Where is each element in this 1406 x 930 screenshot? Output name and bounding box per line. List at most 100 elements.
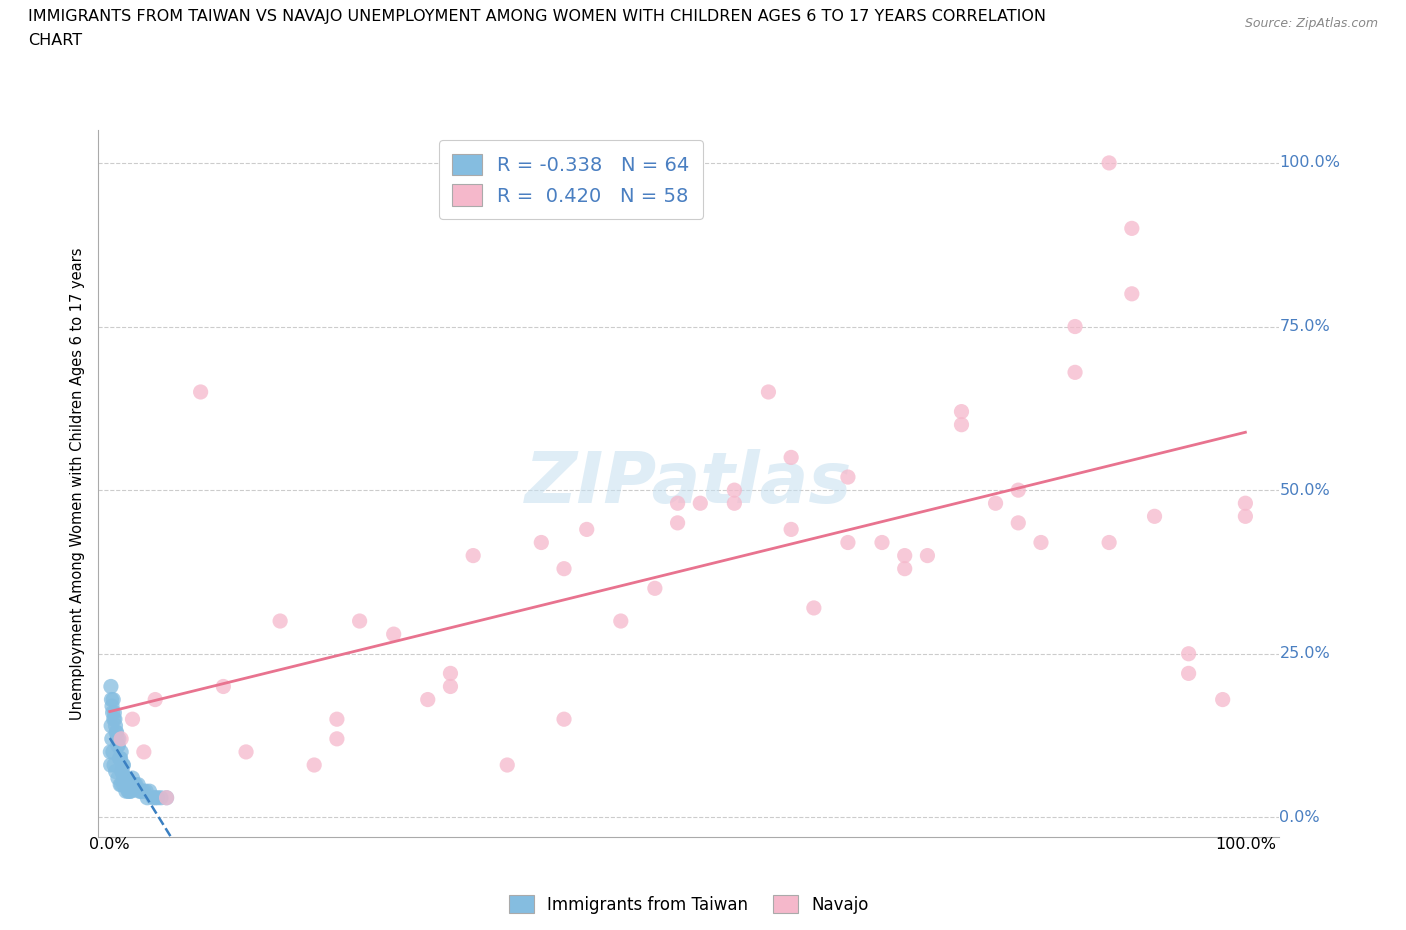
Point bbox=[1007, 483, 1029, 498]
Text: ZIPatlas: ZIPatlas bbox=[526, 449, 852, 518]
Point bbox=[110, 745, 132, 760]
Text: 0.0%: 0.0% bbox=[1279, 810, 1320, 825]
Point bbox=[302, 758, 325, 773]
Point bbox=[131, 784, 153, 799]
Point bbox=[125, 777, 148, 792]
Text: 25.0%: 25.0% bbox=[1279, 646, 1330, 661]
Point bbox=[155, 790, 177, 805]
Point bbox=[984, 496, 1007, 511]
Point bbox=[666, 496, 689, 511]
Point bbox=[553, 711, 575, 726]
Point bbox=[1098, 155, 1121, 170]
Point bbox=[780, 522, 803, 537]
Point bbox=[496, 758, 519, 773]
Point bbox=[108, 751, 131, 766]
Point bbox=[104, 718, 127, 733]
Point bbox=[107, 737, 129, 752]
Point bbox=[108, 731, 131, 746]
Text: IMMIGRANTS FROM TAIWAN VS NAVAJO UNEMPLOYMENT AMONG WOMEN WITH CHILDREN AGES 6 T: IMMIGRANTS FROM TAIWAN VS NAVAJO UNEMPLO… bbox=[28, 9, 1046, 24]
Point bbox=[100, 692, 122, 707]
Point bbox=[132, 784, 155, 799]
Point bbox=[190, 384, 212, 399]
Point bbox=[101, 731, 124, 746]
Point bbox=[124, 777, 146, 792]
Point bbox=[121, 771, 143, 786]
Point bbox=[115, 771, 138, 786]
Point bbox=[112, 777, 135, 792]
Point bbox=[530, 535, 553, 550]
Point bbox=[143, 692, 166, 707]
Point bbox=[689, 496, 711, 511]
Point bbox=[111, 764, 134, 779]
Point bbox=[104, 711, 127, 726]
Point bbox=[893, 548, 915, 563]
Point bbox=[111, 764, 134, 779]
Point bbox=[155, 790, 177, 805]
Point bbox=[349, 614, 371, 629]
Point bbox=[120, 784, 142, 799]
Point bbox=[110, 731, 132, 746]
Point bbox=[108, 751, 131, 766]
Point bbox=[1098, 535, 1121, 550]
Point bbox=[100, 679, 122, 694]
Point bbox=[1212, 692, 1234, 707]
Point bbox=[115, 784, 138, 799]
Point bbox=[553, 561, 575, 576]
Point bbox=[758, 384, 780, 399]
Point bbox=[110, 777, 132, 792]
Point bbox=[105, 731, 128, 746]
Text: 50.0%: 50.0% bbox=[1279, 483, 1330, 498]
Point bbox=[723, 483, 745, 498]
Point bbox=[120, 777, 142, 792]
Point bbox=[100, 758, 122, 773]
Point bbox=[149, 790, 172, 805]
Point bbox=[117, 777, 139, 792]
Point bbox=[326, 711, 349, 726]
Point bbox=[1029, 535, 1052, 550]
Text: 100.0%: 100.0% bbox=[1215, 837, 1275, 852]
Point bbox=[121, 711, 143, 726]
Point bbox=[101, 698, 124, 713]
Point bbox=[382, 627, 405, 642]
Point bbox=[723, 496, 745, 511]
Point bbox=[666, 515, 689, 530]
Point bbox=[136, 790, 159, 805]
Point bbox=[269, 614, 291, 629]
Point bbox=[212, 679, 235, 694]
Point bbox=[120, 784, 142, 799]
Point bbox=[439, 679, 461, 694]
Point bbox=[110, 751, 132, 766]
Point bbox=[1234, 509, 1257, 524]
Point bbox=[103, 711, 125, 726]
Point bbox=[122, 777, 145, 792]
Point bbox=[132, 745, 155, 760]
Point bbox=[837, 470, 859, 485]
Point bbox=[103, 692, 125, 707]
Point bbox=[644, 581, 666, 596]
Point bbox=[127, 777, 149, 792]
Point bbox=[114, 771, 136, 786]
Point bbox=[117, 784, 139, 799]
Text: Source: ZipAtlas.com: Source: ZipAtlas.com bbox=[1244, 17, 1378, 30]
Point bbox=[117, 777, 139, 792]
Point bbox=[1007, 515, 1029, 530]
Point bbox=[115, 777, 138, 792]
Point bbox=[1177, 646, 1199, 661]
Point bbox=[837, 535, 859, 550]
Point bbox=[117, 784, 139, 799]
Point bbox=[803, 601, 825, 616]
Point bbox=[129, 784, 152, 799]
Point bbox=[143, 790, 166, 805]
Point bbox=[416, 692, 439, 707]
Point bbox=[235, 745, 257, 760]
Point bbox=[950, 405, 973, 419]
Point bbox=[100, 718, 122, 733]
Point bbox=[101, 705, 124, 720]
Point bbox=[146, 790, 169, 805]
Point bbox=[1234, 496, 1257, 511]
Point bbox=[1064, 365, 1087, 379]
Point bbox=[135, 784, 157, 799]
Point bbox=[1064, 319, 1087, 334]
Point bbox=[1121, 221, 1143, 236]
Point bbox=[104, 764, 127, 779]
